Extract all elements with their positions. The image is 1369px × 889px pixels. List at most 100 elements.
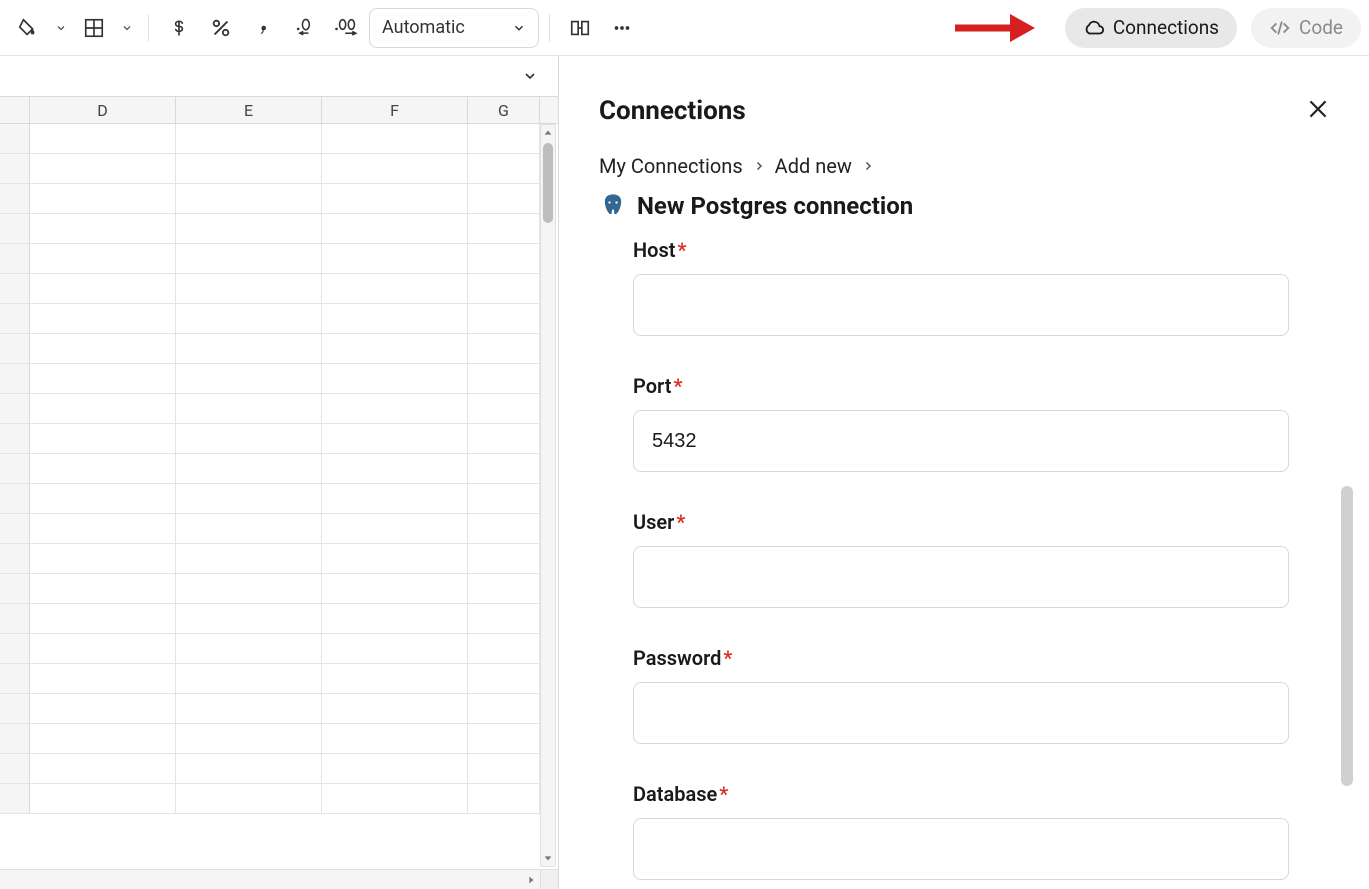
cell[interactable] [176,364,322,394]
cell[interactable] [30,274,176,304]
breadcrumb-root[interactable]: My Connections [599,154,743,178]
cell[interactable] [30,784,176,814]
row-header[interactable] [0,214,30,244]
cell[interactable] [30,124,176,154]
breadcrumb-add[interactable]: Add new [775,154,852,178]
cell[interactable] [468,154,540,184]
cell[interactable] [30,214,176,244]
cell[interactable] [468,124,540,154]
cell[interactable] [30,184,176,214]
row-header[interactable] [0,784,30,814]
row-header[interactable] [0,514,30,544]
scroll-down-arrow[interactable] [541,850,555,866]
row-header[interactable] [0,634,30,664]
scroll-thumb[interactable] [543,143,553,223]
cell[interactable] [176,154,322,184]
cell[interactable] [322,484,468,514]
cell[interactable] [322,544,468,574]
cell[interactable] [30,484,176,514]
cell[interactable] [322,514,468,544]
cell[interactable] [30,544,176,574]
cell[interactable] [322,364,468,394]
port-input[interactable] [633,410,1289,472]
cell[interactable] [176,574,322,604]
row-header[interactable] [0,484,30,514]
cell[interactable] [322,274,468,304]
cell[interactable] [176,484,322,514]
database-input[interactable] [633,818,1289,880]
column-header[interactable]: F [322,97,468,123]
row-header[interactable] [0,604,30,634]
cell[interactable] [468,454,540,484]
password-input[interactable] [633,682,1289,744]
cell[interactable] [468,784,540,814]
row-header[interactable] [0,544,30,574]
cell[interactable] [468,274,540,304]
cell[interactable] [468,424,540,454]
cell[interactable] [322,334,468,364]
cell[interactable] [468,184,540,214]
cell[interactable] [322,784,468,814]
cell[interactable] [176,424,322,454]
cell[interactable] [468,484,540,514]
row-header[interactable] [0,694,30,724]
cell[interactable] [30,634,176,664]
column-header[interactable]: D [30,97,176,123]
cell[interactable] [468,694,540,724]
scroll-right-arrow[interactable] [522,871,540,889]
cell[interactable] [322,454,468,484]
cell[interactable] [468,334,540,364]
cell[interactable] [176,724,322,754]
currency-format-button[interactable] [159,8,199,48]
row-header[interactable] [0,394,30,424]
borders-button[interactable] [74,8,114,48]
row-header[interactable] [0,124,30,154]
insert-object-button[interactable] [560,8,600,48]
cell[interactable] [176,274,322,304]
row-header[interactable] [0,244,30,274]
row-header[interactable] [0,754,30,784]
cell[interactable] [30,394,176,424]
cell[interactable] [468,244,540,274]
cell[interactable] [30,754,176,784]
host-input[interactable] [633,274,1289,336]
cell[interactable] [322,124,468,154]
cell[interactable] [322,574,468,604]
cell[interactable] [30,454,176,484]
chevron-down-icon[interactable] [522,68,538,84]
cell[interactable] [30,424,176,454]
cell[interactable] [176,304,322,334]
cell[interactable] [30,244,176,274]
code-button[interactable]: Code [1251,8,1361,48]
cell[interactable] [30,664,176,694]
cell[interactable] [322,184,468,214]
close-button[interactable] [1305,96,1331,126]
cell[interactable] [176,664,322,694]
connections-button[interactable]: Connections [1065,8,1237,48]
cell[interactable] [30,364,176,394]
user-input[interactable] [633,546,1289,608]
cell[interactable] [322,304,468,334]
row-header[interactable] [0,184,30,214]
cell[interactable] [468,724,540,754]
cell[interactable] [176,334,322,364]
cell[interactable] [468,604,540,634]
cell[interactable] [322,664,468,694]
cell[interactable] [176,184,322,214]
cell[interactable] [176,514,322,544]
cell[interactable] [30,304,176,334]
cell[interactable] [30,514,176,544]
row-header[interactable] [0,574,30,604]
row-header[interactable] [0,664,30,694]
cell[interactable] [176,394,322,424]
cell[interactable] [468,304,540,334]
row-header[interactable] [0,334,30,364]
cell[interactable] [176,784,322,814]
row-header[interactable] [0,454,30,484]
cell[interactable] [468,664,540,694]
row-header[interactable] [0,424,30,454]
cell[interactable] [322,154,468,184]
cell[interactable] [176,544,322,574]
grid[interactable]: DEFG [0,96,558,889]
horizontal-scrollbar[interactable] [0,869,540,889]
